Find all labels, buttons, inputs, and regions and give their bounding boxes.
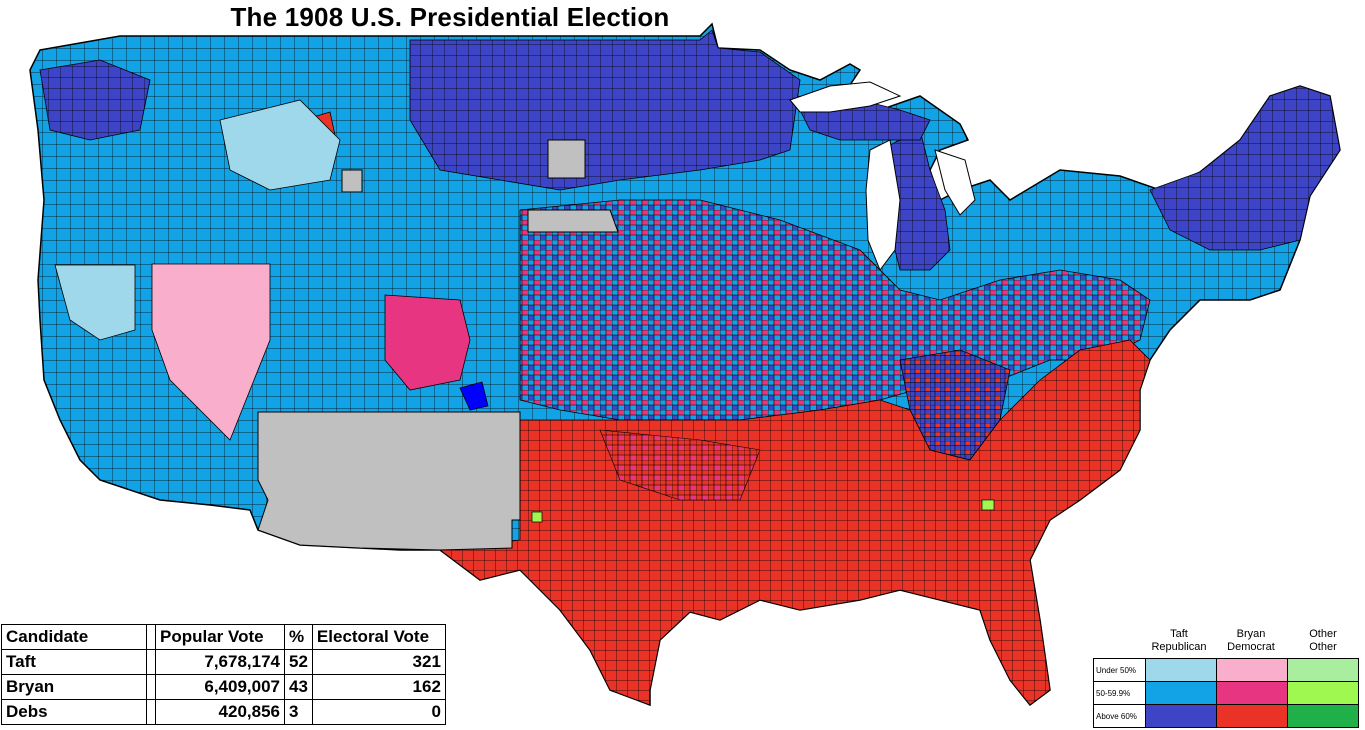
vote-percent: 3	[284, 699, 313, 725]
swatch-taft-under50	[1145, 658, 1217, 682]
table-row: Bryan 6,409,007 43 162	[1, 674, 446, 700]
electoral-vote: 162	[311, 674, 446, 700]
vote-percent: 43	[284, 674, 313, 700]
candidate-name: Debs	[1, 699, 147, 725]
header-popular-vote: Popular Vote	[155, 624, 285, 650]
row-gap	[146, 674, 156, 700]
results-table: Candidate Popular Vote % Electoral Vote …	[1, 624, 446, 725]
header-percent: %	[284, 624, 313, 650]
header-gap	[146, 624, 156, 650]
results-header-row: Candidate Popular Vote % Electoral Vote	[1, 624, 446, 650]
vote-percent: 52	[284, 649, 313, 675]
other-county-2	[981, 499, 995, 511]
swatch-taft-50-59	[1145, 681, 1217, 705]
new-england	[1149, 85, 1341, 251]
legend-head-taft: Taft Republican	[1151, 628, 1207, 653]
lake-huron	[934, 149, 976, 216]
swatch-taft-above60	[1145, 704, 1217, 728]
legend-row-above60: Above 60%	[1093, 704, 1359, 728]
candidate-name: Taft	[1, 649, 147, 675]
colorado-blue	[459, 381, 489, 411]
northern-tier	[409, 29, 801, 191]
header-electoral-vote: Electoral Vote	[311, 624, 446, 650]
row-gap	[146, 649, 156, 675]
popular-vote: 6,409,007	[155, 674, 285, 700]
southern-mix	[599, 429, 761, 501]
row-gap	[146, 699, 156, 725]
legend-label: Under 50%	[1093, 658, 1146, 682]
electoral-vote: 321	[311, 649, 446, 675]
table-row: Debs 420,856 3 0	[1, 699, 446, 725]
lake-superior	[789, 81, 902, 113]
swatch-bryan-above60	[1216, 704, 1288, 728]
california-light	[54, 264, 136, 341]
wyoming-gray	[341, 169, 363, 193]
other-county-1	[531, 511, 543, 523]
swatch-other-above60	[1287, 704, 1359, 728]
popular-vote: 7,678,174	[155, 649, 285, 675]
map-legend: Taft Republican Bryan Democrat Other Other …	[1093, 628, 1363, 728]
legend-label: Above 60%	[1093, 704, 1146, 728]
south-dakota-gray	[547, 139, 586, 179]
legend-head-other: Other Other	[1309, 628, 1337, 653]
nevada-pink	[151, 263, 271, 441]
table-row: Taft 7,678,174 52 321	[1, 649, 446, 675]
legend-row-50-59: 50-59.9%	[1093, 681, 1359, 705]
electoral-vote: 0	[311, 699, 446, 725]
swatch-bryan-under50	[1216, 658, 1288, 682]
legend-headers: Taft Republican Bryan Democrat Other Other	[1143, 628, 1363, 658]
arizona-gray	[257, 411, 521, 551]
legend-grid: Under 50% 50-59.9% Above 60%	[1093, 658, 1359, 728]
solid-south	[438, 339, 1151, 706]
swatch-bryan-50-59	[1216, 681, 1288, 705]
popular-vote: 420,856	[155, 699, 285, 725]
idaho-light	[219, 99, 341, 191]
colorado-pink	[384, 294, 471, 391]
pacific-northwest	[39, 59, 151, 141]
legend-row-under50: Under 50%	[1093, 658, 1359, 682]
map-title: The 1908 U.S. Presidential Election	[230, 2, 670, 32]
swatch-other-under50	[1287, 658, 1359, 682]
nebraska-gray	[527, 209, 619, 233]
legend-head-bryan: Bryan Democrat	[1227, 628, 1275, 653]
legend-label: 50-59.9%	[1093, 681, 1146, 705]
lake-michigan	[865, 139, 901, 272]
swatch-other-50-59	[1287, 681, 1359, 705]
header-candidate: Candidate	[1, 624, 147, 650]
candidate-name: Bryan	[1, 674, 147, 700]
